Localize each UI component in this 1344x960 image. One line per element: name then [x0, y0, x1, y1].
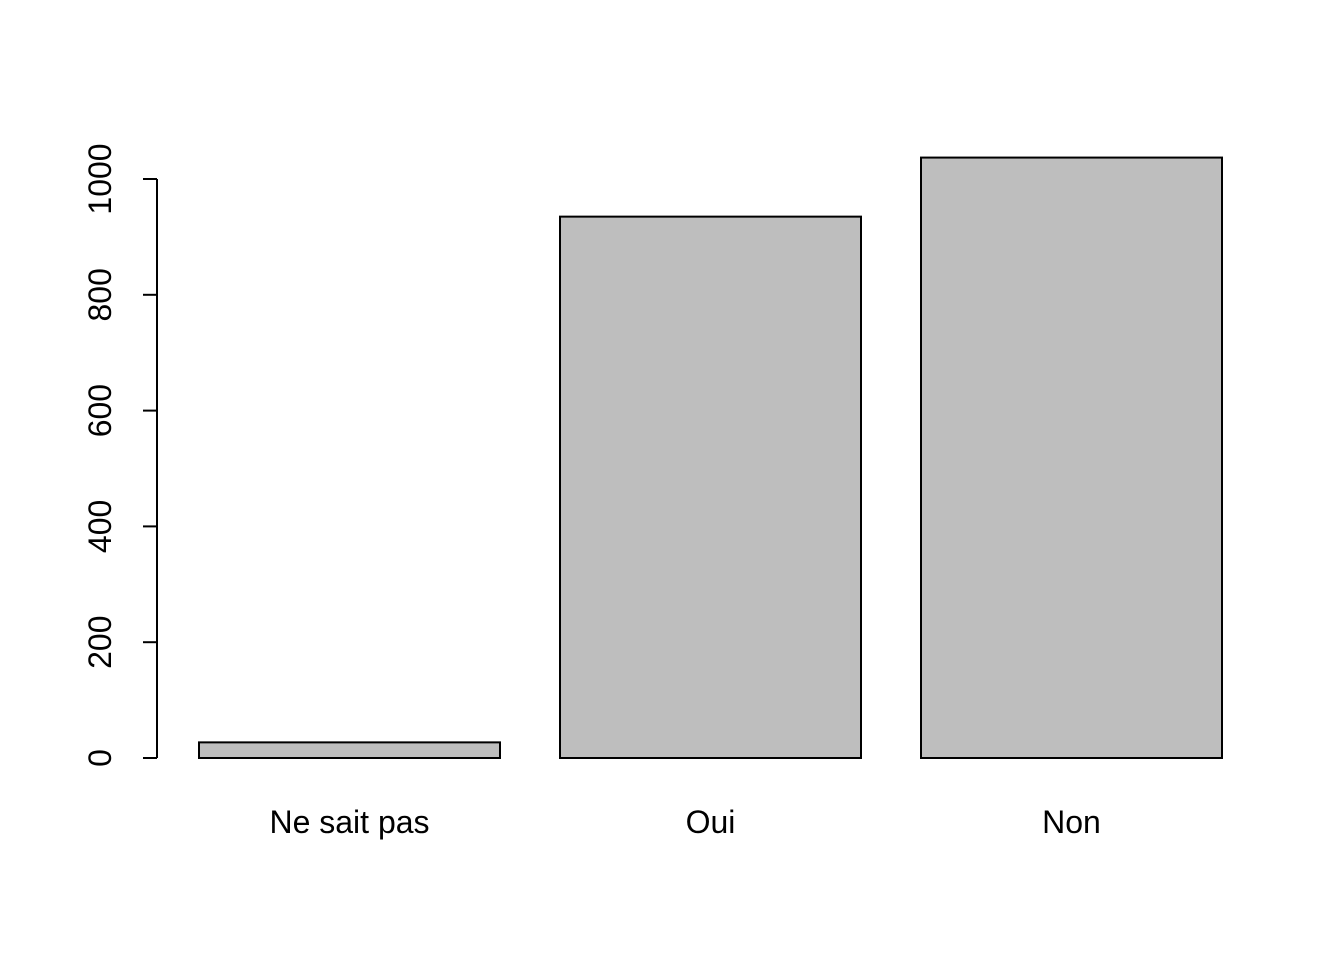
x-axis-labels: Ne sait pas Oui Non [269, 804, 1100, 840]
y-tick-label: 1000 [82, 143, 118, 214]
bar-oui [559, 215, 862, 759]
y-tick-label: 600 [82, 384, 118, 437]
y-tick-label: 200 [82, 616, 118, 669]
x-tick-label: Non [1042, 804, 1101, 840]
bars-group [198, 156, 1223, 760]
bar-ne-sait-pas [198, 741, 501, 760]
bar-non [920, 156, 1223, 759]
y-tick-label: 800 [82, 268, 118, 321]
x-tick-label: Ne sait pas [269, 804, 429, 840]
y-tick-label: 0 [82, 749, 118, 767]
y-tick-label: 400 [82, 500, 118, 553]
y-axis: 0 200 400 600 800 1000 [82, 143, 158, 767]
x-tick-label: Oui [686, 804, 736, 840]
